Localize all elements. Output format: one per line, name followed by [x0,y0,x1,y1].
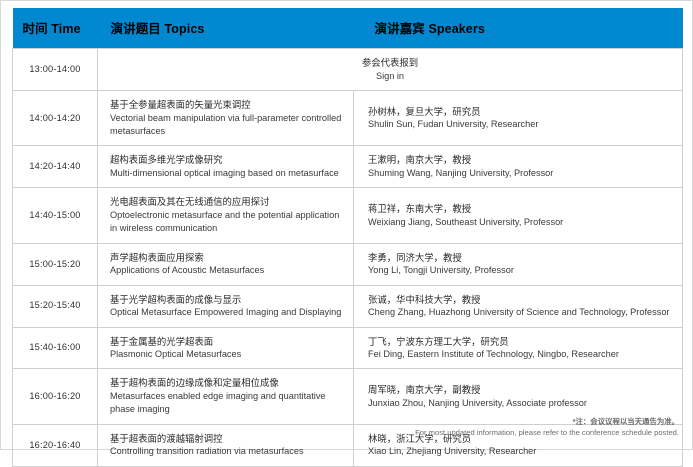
topic-title-en: Metasurfaces enabled edge imaging and qu… [110,391,326,415]
column-header-topics: 演讲题目 Topics [97,8,354,49]
speaker-name-cn: 王漱明，南京大学，教授 [368,154,472,166]
topic-title-en: Optoelectronic metasurface and the poten… [110,209,340,234]
cell-speaker: 孙树林，复旦大学，研究员 Shulin Sun, Fudan University… [353,89,683,147]
table-row: 15:40-16:00 基于金属基的光学超表面 Plasmonic Optical … [12,326,683,370]
cell-time: 16:20-16:40 [12,423,98,467]
speaker-name-cn: 丁飞，宁波东方理工大学，研究员 [368,335,509,347]
cell-speaker: 周军晓，南京大学，副教授 Junxiao Zhou, Nanjing Univer… [353,368,683,425]
table-header-row: 时间 Time 演讲题目 Topics 演讲嘉宾 Speakers [12,8,683,49]
topic-title-en: Applications of Acoustic Metasurfaces [110,265,265,276]
speaker-name-en: Shulin Sun, Fudan University, Researcher [368,119,539,130]
cell-topic: 基于金属基的光学超表面 Plasmonic Optical Metasurface… [97,326,354,370]
session-title-cn: 参会代表报到 [361,57,419,68]
speaker-name-en: Shuming Wang, Nanjing University, Profes… [368,167,554,178]
cell-time: 13:00-14:00 [12,48,98,91]
column-header-time: 时间 Time [12,8,98,49]
speaker-name-en: Fei Ding, Eastern Institute of Technolog… [368,349,619,360]
table-body: 13:00-14:00 参会代表报到 Sign in 14:00-14:20 基于全参量… [12,48,683,467]
footer-note-en: For most updated information, please ref… [415,428,679,438]
topic-title-en: Optical Metasurface Empowered Imaging an… [110,307,342,318]
topic-title-cn: 超构表面多维光学成像研究 [110,154,223,166]
speaker-name-cn: 孙树林，复旦大学，研究员 [368,105,481,117]
conference-agenda-table: 时间 Time 演讲题目 Topics 演讲嘉宾 Speakers 13:00-… [12,8,683,467]
topic-title-cn: 基于超构表面的边缘成像和定量相位成像 [110,377,279,389]
cell-speaker: 丁飞，宁波东方理工大学，研究员 Fei Ding, Eastern Institu… [353,326,683,370]
speaker-name-en: Cheng Zhang, Huazhong University of Scie… [368,307,670,318]
topic-title-en: Vectorial beam manipulation via full-par… [110,112,342,136]
topic-title-cn: 声学超构表面应用探索 [110,251,204,263]
footer-note-cn: *注：会议议程以当天通告为准。 [572,417,679,426]
topic-title-cn: 光电超表面及其在无线通信的应用探讨 [110,196,270,208]
topic-title-cn: 基于光学超构表面的成像与显示 [110,293,242,305]
table-header: 时间 Time 演讲题目 Topics 演讲嘉宾 Speakers [12,8,683,49]
table-row: 14:20-14:40 超构表面多维光学成像研究 Multi-dimensional… [12,145,683,189]
speaker-name-cn: 张诚，华中科技大学，教授 [368,293,481,305]
topic-title-en: Plasmonic Optical Metasurfaces [110,349,242,360]
table-row: 13:00-14:00 参会代表报到 Sign in [12,48,683,91]
speaker-name-cn: 林晓，浙江大学，研究员 [368,432,472,444]
cell-speaker: 李勇，同济大学，教授 Yong Li, Tongji University, Pr… [353,242,683,286]
speaker-name-cn: 蒋卫祥，东南大学，教授 [368,202,472,214]
table-row: 14:00-14:20 基于全参量超表面的矢量光束调控 Vectorial beam… [12,89,683,147]
table-row: 15:20-15:40 基于光学超构表面的成像与显示 Optical Metasur… [12,284,683,328]
topic-title-cn: 基于金属基的光学超表面 [110,335,214,347]
cell-time: 15:40-16:00 [12,326,98,370]
cell-topic: 超构表面多维光学成像研究 Multi-dimensional optical im… [97,145,354,189]
cell-time: 16:00-16:20 [12,368,98,425]
topic-title-cn: 基于超表面的渡越辐射调控 [110,432,223,444]
speaker-name-cn: 李勇，同济大学，教授 [368,251,462,263]
table-row: 16:00-16:20 基于超构表面的边缘成像和定量相位成像 Metasurface… [12,368,683,425]
table-row: 14:40-15:00 光电超表面及其在无线通信的应用探讨 Optoelectron… [12,187,683,244]
speaker-name-en: Yong Li, Tongji University, Professor [368,265,514,276]
footer-note: *注：会议议程以当天通告为准。 For most updated informa… [199,416,679,439]
cell-time: 14:00-14:20 [12,89,98,147]
column-header-speakers: 演讲嘉宾 Speakers [353,8,683,49]
topic-title-en: Controlling transition radiation via met… [110,446,304,457]
speaker-name-en: Xiao Lin, Zhejiang University, Researche… [368,446,537,457]
speaker-name-en: Junxiao Zhou, Nanjing University, Associ… [368,397,587,408]
cell-topic: 声学超构表面应用探索 Applications of Acoustic Metas… [97,242,354,286]
cell-topic: 基于全参量超表面的矢量光束调控 Vectorial beam manipulati… [97,89,354,147]
topic-title-cn: 基于全参量超表面的矢量光束调控 [110,98,251,110]
topic-title-en: Multi-dimensional optical imaging based … [110,167,339,178]
cell-time: 15:20-15:40 [12,284,98,328]
cell-time: 15:00-15:20 [12,242,98,286]
cell-topic: 基于光学超构表面的成像与显示 Optical Metasurface Empowe… [97,284,354,328]
cell-time: 14:20-14:40 [12,145,98,189]
speaker-name-en: Weixiang Jiang, Southeast University, Pr… [368,216,564,227]
table-row: 15:00-15:20 声学超构表面应用探索 Applications of Aco… [12,242,683,286]
session-title-en: Sign in [375,70,405,81]
cell-speaker: 张诚，华中科技大学，教授 Cheng Zhang, Huazhong Univer… [353,284,683,328]
cell-session-merged: 参会代表报到 Sign in [97,48,683,91]
cell-topic: 光电超表面及其在无线通信的应用探讨 Optoelectronic metasurf… [97,187,354,244]
cell-time: 14:40-15:00 [12,187,98,244]
cell-speaker: 蒋卫祥，东南大学，教授 Weixiang Jiang, Southeast Uni… [353,187,683,244]
speaker-name-cn: 周军晓，南京大学，副教授 [368,384,481,396]
cell-speaker: 王漱明，南京大学，教授 Shuming Wang, Nanjing Univers… [353,145,683,189]
